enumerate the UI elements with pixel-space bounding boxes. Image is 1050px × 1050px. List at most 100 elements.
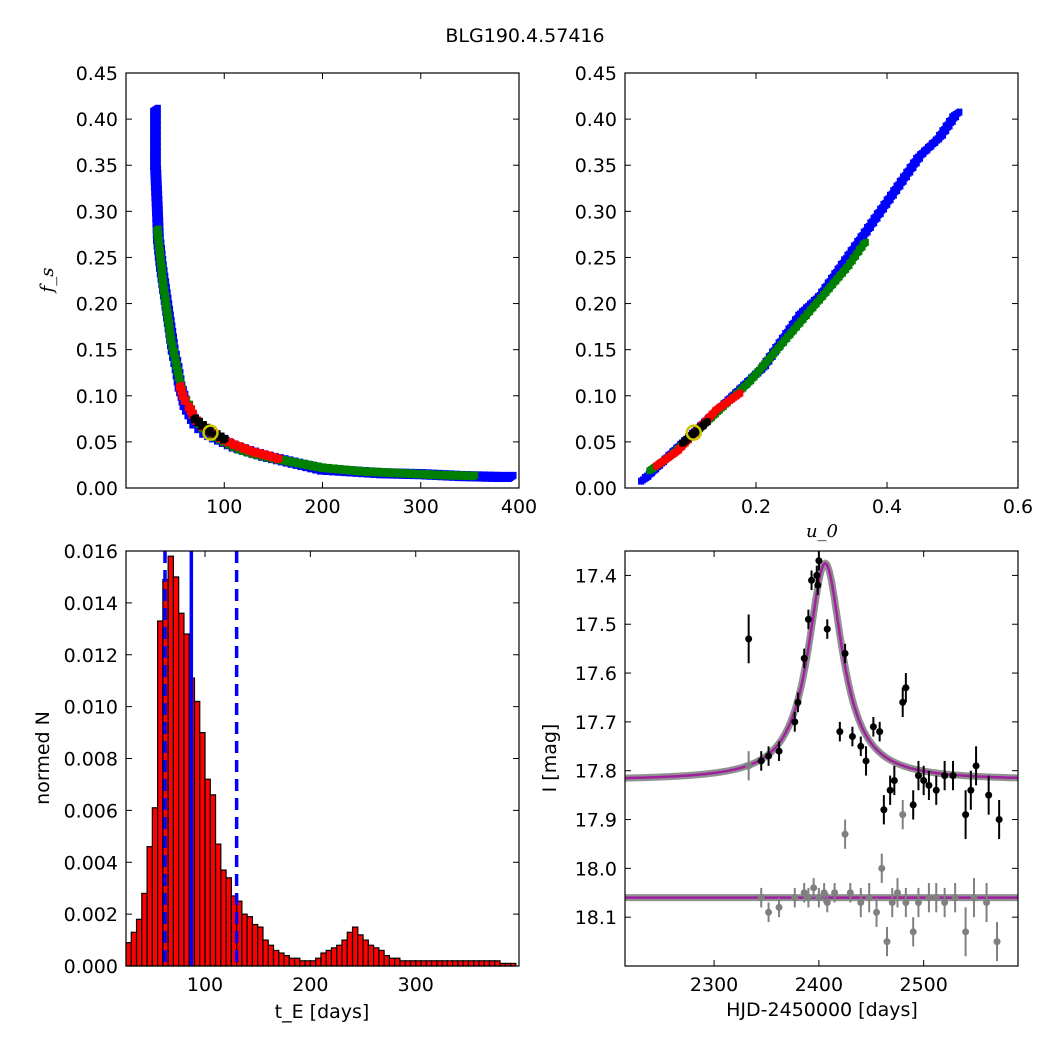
heatmap-cell — [388, 468, 395, 476]
histogram-bar — [220, 869, 227, 967]
y-axis-label: normed N — [32, 711, 54, 805]
histogram-bar — [288, 957, 296, 967]
data-point — [925, 781, 933, 789]
histogram-bar — [199, 731, 206, 967]
data-point — [899, 698, 907, 706]
histogram-bar — [315, 957, 322, 967]
heatmap-cell — [154, 132, 161, 140]
data-point — [836, 728, 844, 736]
histogram-bar — [351, 926, 359, 967]
residual-point — [902, 899, 910, 907]
data-point — [972, 762, 980, 770]
residual-point — [878, 864, 886, 872]
axis-ticks: 100 200 300 0.000 0.002 0.004 0.006 0.008 0.010 0… — [64, 541, 519, 996]
histogram-bar — [299, 960, 306, 967]
heatmap-cell — [200, 420, 207, 428]
residual-point — [831, 889, 839, 897]
x-axis-label: u_0 — [806, 521, 838, 542]
histogram-bar — [157, 620, 164, 967]
heatmap-cells — [150, 104, 517, 483]
heatmap-cell — [164, 302, 171, 310]
heatmap-cell — [455, 471, 462, 479]
heatmap-cell — [168, 330, 175, 338]
histogram-bar — [225, 877, 232, 967]
y-tick-label: 0.006 — [64, 800, 118, 822]
data-point — [932, 786, 940, 794]
heatmap-cell — [155, 175, 162, 183]
heatmap-cell — [154, 115, 161, 123]
residual-point — [804, 894, 812, 902]
histogram-bar — [293, 957, 301, 967]
heatmap-cell — [167, 319, 174, 327]
heatmap-cell — [156, 201, 163, 209]
x-tick-label: 300 — [398, 974, 434, 996]
heatmap-cell — [862, 238, 869, 246]
y-tick-label: 0.014 — [64, 593, 118, 615]
heatmap-cell — [154, 160, 161, 168]
x-tick-label: 2500 — [900, 974, 948, 996]
heatmap-cell — [343, 465, 350, 473]
histogram-bar — [394, 957, 401, 967]
histogram-bar — [272, 949, 280, 967]
heatmap-cell — [191, 409, 198, 417]
residual-point — [857, 899, 865, 907]
heatmap-cell — [365, 467, 372, 475]
plot-frame — [624, 550, 1019, 967]
data-point — [914, 772, 922, 780]
histogram-bar — [183, 633, 190, 967]
data-point — [814, 581, 822, 589]
residual-point — [970, 894, 978, 902]
heatmap-cell — [404, 469, 411, 477]
x-tick-label: 100 — [206, 496, 242, 518]
heatmap-cell — [466, 471, 473, 479]
residual-point — [810, 884, 818, 892]
histogram-bar — [241, 913, 248, 967]
heatmap-cell — [159, 258, 166, 266]
heatmap-cell — [154, 126, 161, 134]
panel-tE-histogram: 100 200 300 0.000 0.002 0.004 0.006 0.008 0.010 0… — [32, 541, 520, 1023]
data-point — [794, 698, 802, 706]
heatmap-cell — [376, 467, 383, 475]
heatmap-cell — [170, 342, 177, 350]
heatmap-cell — [156, 206, 163, 214]
histogram-bar — [267, 944, 275, 967]
x-tick-label: 100 — [187, 974, 223, 996]
heatmap-cell — [159, 264, 166, 272]
heatmap-cell — [155, 165, 162, 173]
histogram-bar — [330, 947, 338, 967]
heatmap-cell — [320, 463, 327, 471]
heatmap-cell — [157, 242, 164, 250]
y-tick-label: 0.45 — [76, 63, 118, 85]
histogram-bar — [167, 555, 175, 967]
heatmap-cell — [163, 291, 170, 299]
heatmap-cell — [410, 469, 417, 477]
histogram-bar — [209, 794, 217, 967]
histogram-bar — [257, 926, 264, 967]
residual-point — [993, 938, 1001, 946]
heatmap-cell — [510, 471, 517, 479]
residual-point — [888, 899, 896, 907]
y-tick-label: 0.30 — [575, 201, 617, 223]
histogram-bar — [436, 960, 443, 967]
heatmap-cell — [421, 469, 428, 477]
histogram-bar — [309, 960, 317, 967]
histogram-bar — [378, 949, 385, 967]
histogram-bar — [494, 960, 501, 967]
heatmap-layer — [150, 104, 517, 483]
histogram-bar — [420, 960, 427, 967]
heatmap-cell — [173, 354, 180, 362]
histogram-bar — [430, 960, 438, 967]
heatmap-cell — [196, 417, 203, 425]
residual-point — [865, 894, 873, 902]
data-point — [995, 816, 1003, 824]
y-tick-label: 17.4 — [575, 565, 617, 587]
residual-point — [962, 928, 970, 936]
heatmap-cell — [155, 225, 162, 233]
histogram-bar — [214, 843, 222, 967]
y-tick-label: 0.010 — [64, 697, 118, 719]
histogram-bar — [325, 949, 333, 967]
light-curve-data — [625, 551, 1018, 962]
heatmap-cell — [354, 466, 361, 474]
y-tick-label: 0.15 — [76, 340, 118, 362]
data-point — [909, 801, 917, 809]
